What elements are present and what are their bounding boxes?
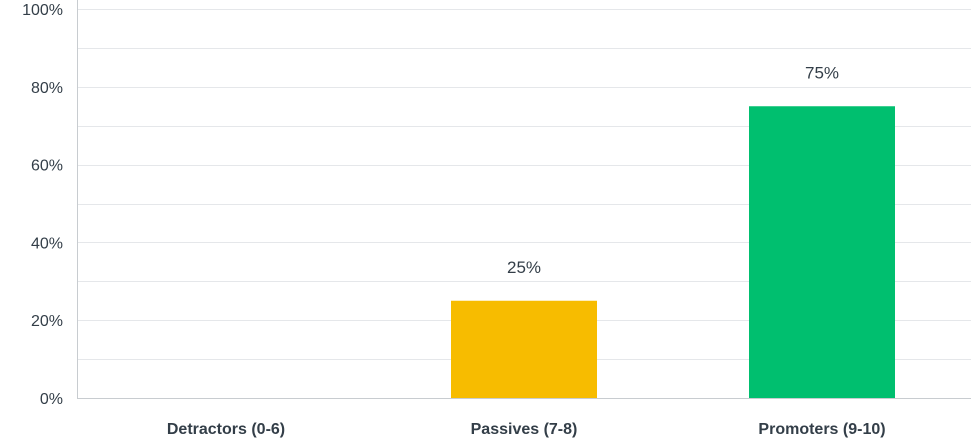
y-tick-label: 40%	[31, 235, 63, 252]
bar	[749, 106, 895, 398]
bar	[451, 300, 597, 398]
x-axis: Detractors (0-6) Passives (7-8) Promoters …	[77, 398, 971, 438]
x-tick-label: Detractors (0-6)	[167, 421, 285, 438]
bars	[451, 106, 895, 398]
x-tick-label: Passives (7-8)	[471, 421, 578, 438]
y-axis: 0% 20% 40% 60% 80% 100%	[22, 0, 78, 408]
data-label: 75%	[805, 63, 839, 82]
y-tick-label: 60%	[31, 158, 63, 175]
data-labels: 25% 75%	[507, 63, 839, 277]
x-tick-label: Promoters (9-10)	[758, 421, 885, 438]
y-tick-label: 20%	[31, 313, 63, 330]
data-label: 25%	[507, 258, 541, 277]
y-tick-label: 0%	[40, 391, 63, 408]
gridlines	[77, 9, 971, 360]
y-tick-label: 100%	[22, 2, 63, 19]
y-tick-label: 80%	[31, 80, 63, 97]
